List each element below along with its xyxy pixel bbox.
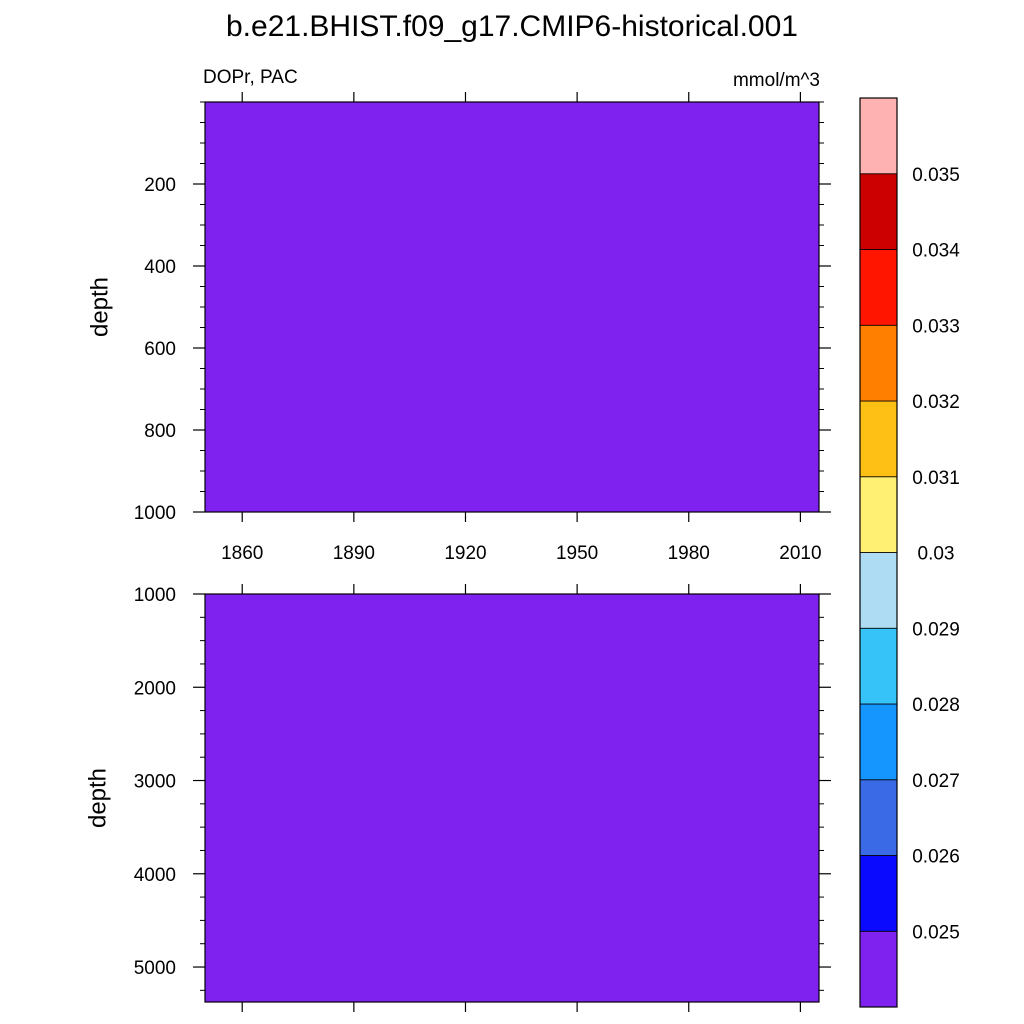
y-tick-label: 1000 (134, 503, 176, 524)
y-tick-label: 200 (144, 175, 176, 196)
y-axis-label: depth (86, 277, 113, 337)
right-subtitle: mmol/m^3 (733, 70, 820, 91)
colorbar-label: 0.032 (912, 392, 960, 413)
x-tick-label: 1980 (668, 543, 710, 564)
colorbar-swatch (859, 97, 898, 175)
y-tick-label: 1000 (134, 585, 176, 606)
colorbar-label: 0.03 (918, 544, 955, 565)
field-fill (205, 102, 819, 512)
y-tick-label: 4000 (134, 865, 176, 886)
lower-panel: 1000 2000 3000 4000 5000 depth (84, 584, 831, 1012)
y-tick-label: 2000 (134, 678, 176, 699)
colorbar-label: 0.031 (912, 468, 960, 489)
colorbar-swatch (859, 855, 898, 932)
upper-panel: 1860 1890 1920 1950 1980 2010 200 400 600 800 1000… (86, 92, 831, 564)
y-tick-label: 5000 (134, 958, 176, 979)
colorbar-swatch (859, 173, 898, 250)
x-tick-label: 1860 (221, 543, 263, 564)
y-tick-label: 800 (144, 421, 176, 442)
y-tick-label: 3000 (134, 772, 176, 793)
x-tick-label: 1950 (556, 543, 598, 564)
x-tick-label: 2010 (779, 543, 821, 564)
plot-frame (204, 593, 820, 1003)
colorbar-label: 0.028 (912, 695, 960, 716)
y-tick-label: 400 (144, 257, 176, 278)
colorbar: 0.025 0.026 0.027 0.028 0.029 0.03 0.031 0.032 0… (859, 97, 960, 1008)
colorbar-swatch (859, 703, 898, 781)
colorbar-label: 0.035 (912, 165, 960, 186)
y-tick-label: 600 (144, 339, 176, 360)
chart-title: b.e21.BHIST.f09_g17.CMIP6-historical.001 (226, 10, 798, 43)
left-subtitle: DOPr, PAC (203, 67, 298, 88)
field-fill (205, 594, 819, 1002)
colorbar-label: 0.034 (912, 241, 960, 262)
colorbar-label: 0.029 (912, 619, 960, 640)
colorbar-label: 0.025 (912, 922, 960, 943)
colorbar-swatch (859, 779, 898, 856)
colorbar-swatch (859, 249, 898, 326)
y-axis-label: depth (84, 768, 111, 828)
colorbar-label: 0.026 (912, 847, 960, 868)
colorbar-swatch (859, 324, 898, 402)
colorbar-frame (859, 97, 898, 1008)
colorbar-swatch (859, 627, 898, 705)
x-tick-label: 1920 (444, 543, 486, 564)
colorbar-swatch (859, 930, 898, 1008)
colorbar-swatch (859, 552, 898, 629)
colorbar-swatch (859, 476, 898, 553)
x-tick-label: 1890 (333, 543, 375, 564)
colorbar-swatch (859, 400, 898, 478)
colorbar-label: 0.033 (912, 316, 960, 337)
colorbar-label: 0.027 (912, 771, 960, 792)
